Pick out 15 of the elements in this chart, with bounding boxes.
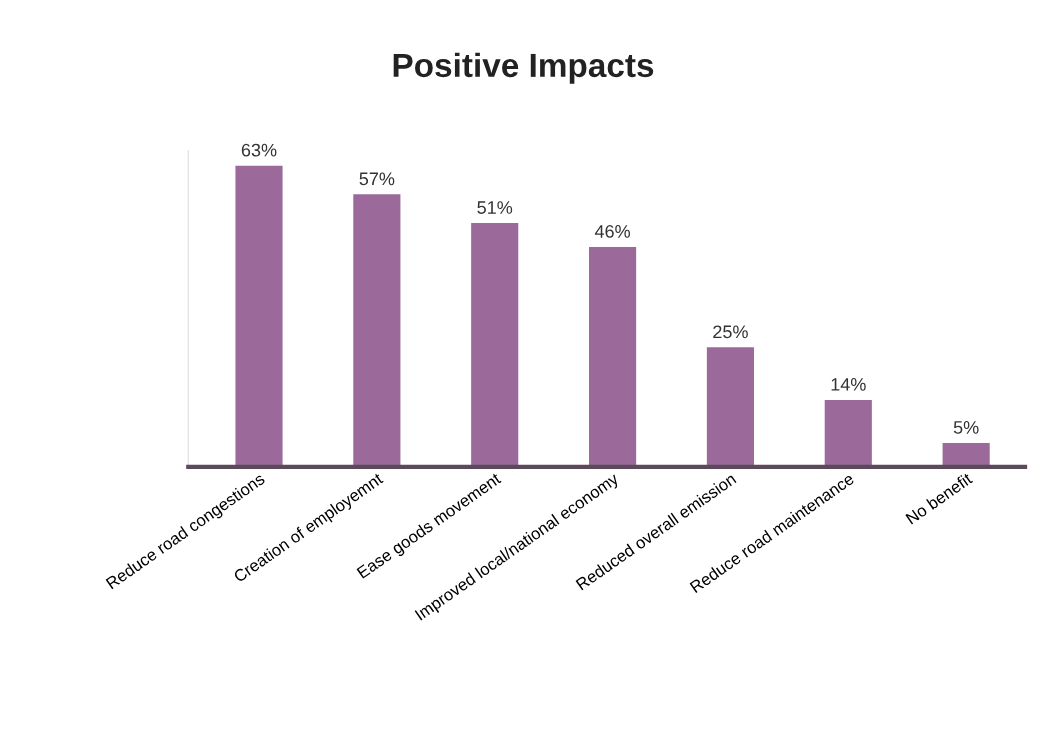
bar [353,194,401,467]
data-label: 14% [831,378,866,391]
bar [589,246,637,467]
data-label: 51% [477,201,513,214]
data-label: 5% [953,421,979,434]
data-label: 57% [359,172,395,186]
bar [942,442,990,467]
bar [235,165,283,467]
data-label: 63% [241,143,277,157]
data-label: 25% [713,325,748,339]
chart-title: Positive Impacts [393,52,654,84]
data-label: 46% [594,225,630,238]
bar [824,399,872,467]
bar [706,347,754,467]
bar [471,223,519,467]
